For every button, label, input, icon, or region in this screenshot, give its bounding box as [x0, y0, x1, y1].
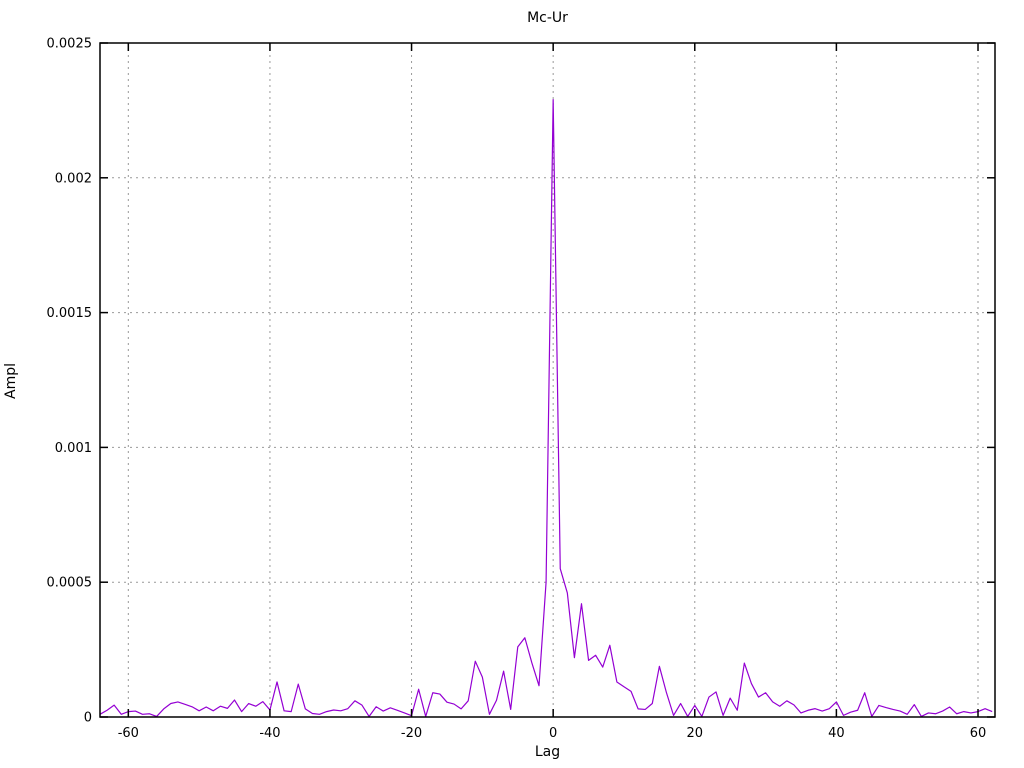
y-tick-label: 0.0025	[47, 37, 93, 52]
y-tick-label: 0.0015	[47, 306, 93, 321]
x-tick-label: -20	[401, 726, 422, 741]
y-tick-label: 0.002	[55, 171, 92, 186]
x-tick-label: 60	[970, 726, 987, 741]
y-axis-label: Ampl	[3, 363, 19, 399]
data-line	[99, 99, 993, 718]
x-tick-label: 40	[828, 726, 845, 741]
chart-title: Mc-Ur	[527, 10, 568, 26]
x-tick-label: 20	[687, 726, 704, 741]
x-axis-label: Lag	[534, 744, 561, 760]
plot-border	[99, 42, 996, 718]
y-tick-label: 0.0005	[47, 576, 93, 591]
x-tick-label: 0	[549, 726, 557, 741]
x-tick-label: -60	[118, 726, 139, 741]
x-tick-label: -40	[259, 726, 280, 741]
y-tick-label: 0.001	[55, 441, 92, 456]
y-tick-label: 0	[84, 711, 92, 726]
